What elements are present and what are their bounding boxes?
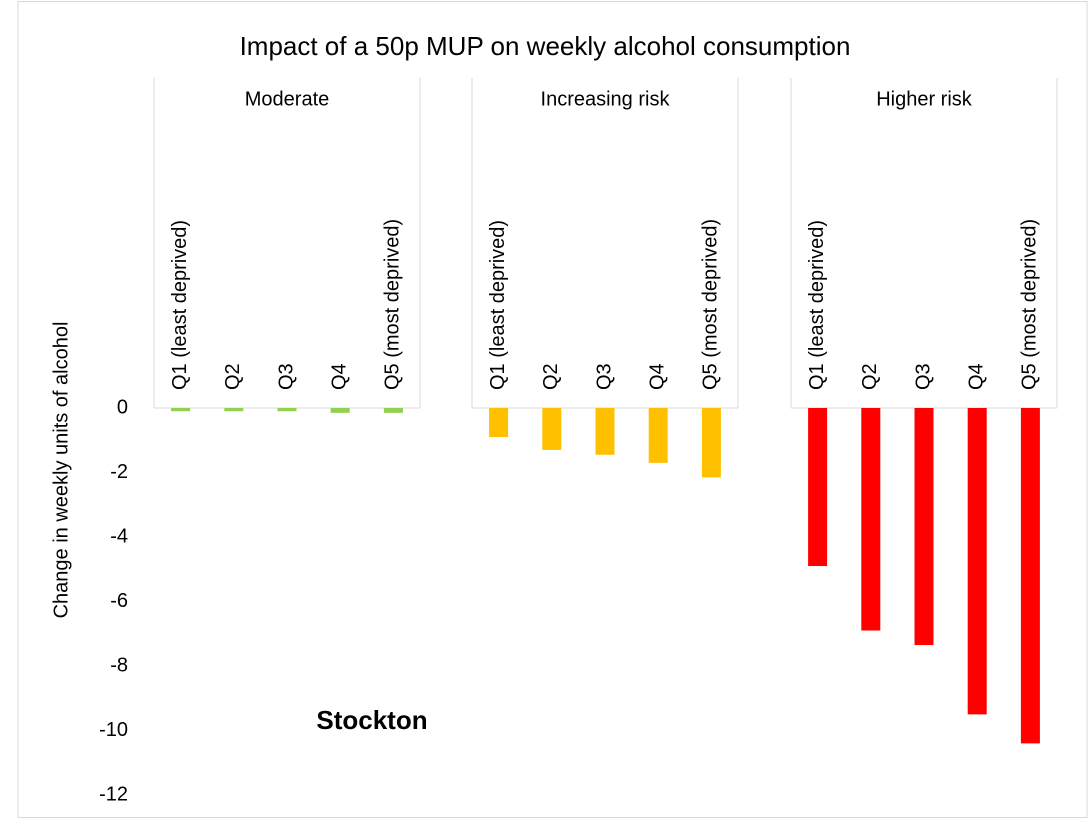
y-tick-label: -10 bbox=[99, 719, 128, 741]
bar bbox=[1020, 408, 1040, 744]
bar bbox=[648, 408, 668, 463]
x-tick-label: Q2 bbox=[222, 363, 244, 390]
chart-title: Impact of a 50p MUP on weekly alcohol co… bbox=[240, 31, 851, 61]
bar bbox=[542, 408, 562, 450]
x-tick-label: Q1 (least deprived) bbox=[169, 220, 191, 390]
bar bbox=[383, 408, 403, 413]
x-tick-label: Q3 bbox=[593, 363, 615, 390]
x-tick-label: Q5 (most deprived) bbox=[382, 219, 404, 390]
bar bbox=[914, 408, 934, 646]
x-tick-label: Q3 bbox=[912, 363, 934, 390]
group-label: Increasing risk bbox=[541, 88, 671, 110]
bar bbox=[330, 408, 350, 413]
x-tick-label: Q2 bbox=[540, 363, 562, 390]
bar bbox=[967, 408, 987, 715]
y-axis-label: Change in weekly units of alcohol bbox=[50, 322, 72, 619]
x-tick-label: Q4 bbox=[328, 363, 350, 390]
bar bbox=[808, 408, 828, 567]
annotation: Stockton bbox=[316, 705, 427, 735]
bar bbox=[224, 408, 244, 412]
bar bbox=[489, 408, 509, 438]
y-tick-label: -4 bbox=[110, 525, 128, 547]
x-tick-label: Q2 bbox=[859, 363, 881, 390]
x-tick-label: Q3 bbox=[275, 363, 297, 390]
y-tick-label: -6 bbox=[110, 590, 128, 612]
group-label: Higher risk bbox=[876, 88, 973, 110]
bar bbox=[595, 408, 615, 455]
bar bbox=[861, 408, 881, 631]
y-tick-label: -12 bbox=[99, 783, 128, 805]
bar bbox=[701, 408, 721, 478]
y-tick-label: 0 bbox=[117, 396, 128, 418]
x-tick-label: Q1 (least deprived) bbox=[487, 220, 509, 390]
bar bbox=[171, 408, 191, 412]
x-tick-label: Q5 (most deprived) bbox=[700, 219, 722, 390]
bar bbox=[277, 408, 297, 412]
y-tick-label: -2 bbox=[110, 461, 128, 483]
y-tick-label: -8 bbox=[110, 654, 128, 676]
x-tick-label: Q1 (least deprived) bbox=[806, 220, 828, 390]
x-tick-label: Q4 bbox=[646, 363, 668, 390]
x-tick-label: Q5 (most deprived) bbox=[1019, 219, 1041, 390]
group-label: Moderate bbox=[245, 88, 330, 110]
x-tick-label: Q4 bbox=[965, 363, 987, 390]
